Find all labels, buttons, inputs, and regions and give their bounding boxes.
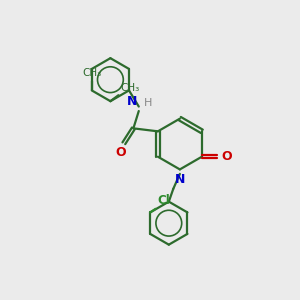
Text: N: N: [175, 173, 185, 186]
Text: O: O: [116, 146, 126, 159]
Text: O: O: [221, 150, 232, 163]
Text: N: N: [127, 95, 137, 108]
Text: Cl: Cl: [157, 194, 170, 207]
Text: H: H: [144, 98, 152, 108]
Text: CH₃: CH₃: [121, 82, 140, 92]
Text: CH₃: CH₃: [82, 68, 101, 78]
